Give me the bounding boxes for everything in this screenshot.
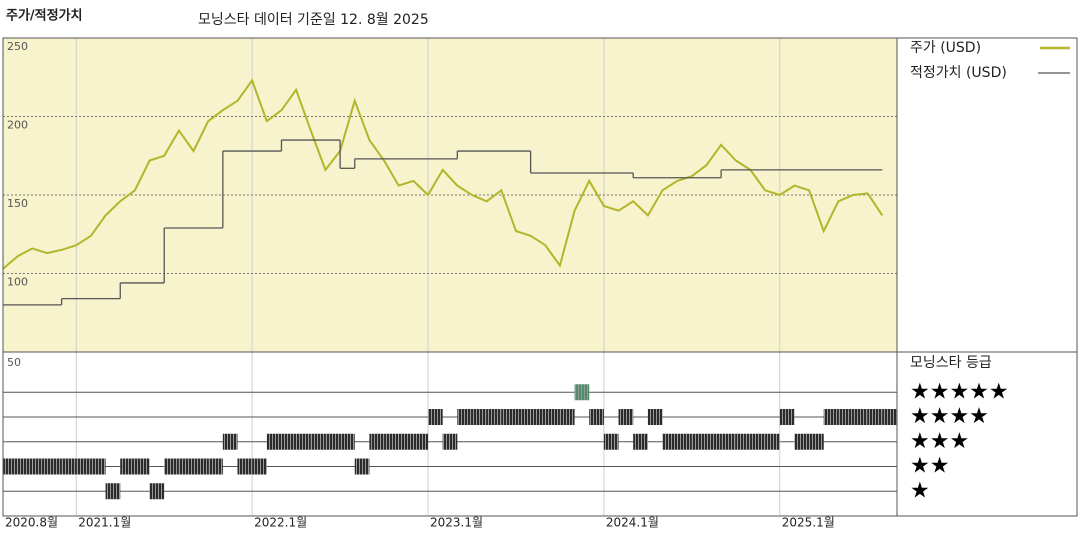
rating-bar	[76, 458, 91, 475]
rating-bar	[471, 409, 487, 425]
chart-title: 주가/적정가치	[6, 8, 83, 24]
rating-bar	[384, 433, 399, 450]
rating-bar	[633, 433, 648, 450]
price-line	[2, 78, 884, 270]
y-tick-label: 250	[7, 40, 28, 53]
rating-bar	[882, 409, 897, 425]
plot-background	[3, 38, 897, 352]
rating-bar	[237, 458, 253, 475]
rating-bar	[809, 433, 824, 450]
rating-bar	[589, 409, 604, 425]
rating-bar	[149, 483, 165, 500]
rating-level-label: ★	[910, 478, 930, 503]
rating-bar	[340, 433, 355, 450]
rating-bar	[134, 458, 150, 475]
rating-bar	[618, 409, 634, 425]
y-tick-label: 100	[7, 276, 28, 289]
x-tick-label: 2024.1월	[606, 516, 659, 530]
y-tick-label: 200	[7, 119, 28, 132]
rating-bar	[867, 409, 883, 425]
legend-label: 주가 (USD)	[910, 40, 981, 56]
rating-bar	[164, 458, 179, 475]
rating-bar	[647, 409, 663, 425]
rating-bar	[501, 409, 516, 425]
legend-label: 적정가치 (USD)	[910, 65, 1007, 81]
rating-bar	[281, 433, 297, 450]
rating-bar	[61, 458, 77, 475]
rating-bar	[398, 433, 414, 450]
rating-bar	[794, 433, 810, 450]
rating-bar	[721, 433, 736, 450]
rating-bar	[515, 409, 531, 425]
rating-bar	[17, 458, 33, 475]
rating-bar	[706, 433, 722, 450]
rating-level-label: ★★★★	[910, 404, 989, 429]
rating-bar	[574, 384, 590, 401]
rating-bar	[296, 433, 311, 450]
rating-bar	[178, 458, 194, 475]
rating-bar	[90, 458, 106, 475]
rating-bar	[442, 433, 458, 450]
rating-bar	[779, 409, 795, 425]
rating-bar	[457, 409, 472, 425]
rating-bar	[325, 433, 341, 450]
rating-bar	[208, 458, 223, 475]
rating-bar	[677, 433, 692, 450]
rating-bar	[428, 409, 443, 425]
rating-bar	[3, 458, 18, 475]
rating-title: 모닝스타 등급	[910, 355, 992, 371]
rating-bar	[32, 458, 47, 475]
rating-bar	[413, 433, 429, 450]
rating-bar	[193, 458, 209, 475]
rating-bar	[105, 483, 121, 500]
chart-subtitle: 모닝스타 데이터 기준일 12. 8월 2025	[198, 12, 429, 28]
rating-bar	[354, 458, 370, 475]
x-tick-label: 2020.8월	[5, 516, 58, 530]
x-tick-label: 2022.1월	[254, 516, 307, 530]
rating-bar	[559, 409, 575, 425]
rating-bar	[691, 433, 707, 450]
rating-bar	[603, 433, 619, 450]
rating-bar	[838, 409, 854, 425]
rating-bar	[545, 409, 560, 425]
rating-bar	[750, 433, 766, 450]
rating-level-label: ★★★	[910, 429, 969, 454]
x-tick-label: 2021.1월	[78, 516, 131, 530]
frame	[2, 37, 1078, 517]
rating-bar	[310, 433, 326, 450]
x-tick-label: 2025.1월	[782, 516, 835, 530]
y-tick-label: 150	[7, 197, 28, 210]
rating-bar	[530, 409, 546, 425]
rating-bar	[120, 458, 135, 475]
rating-level-label: ★★	[910, 454, 949, 479]
rating-bar	[765, 433, 780, 450]
rating-corner-label: 50	[7, 356, 21, 369]
rating-bar	[369, 433, 385, 450]
rating-level-label: ★★★★★	[910, 379, 1009, 404]
rating-bar	[486, 409, 502, 425]
rating-bar	[266, 433, 282, 450]
rating-bar	[853, 409, 868, 425]
rating-bar	[823, 409, 839, 425]
x-tick-label: 2023.1월	[430, 516, 483, 530]
rating-bar	[735, 433, 751, 450]
rating-bar	[662, 433, 678, 450]
rating-bar	[222, 433, 238, 450]
rating-bar	[252, 458, 267, 475]
rating-bar	[46, 458, 62, 475]
